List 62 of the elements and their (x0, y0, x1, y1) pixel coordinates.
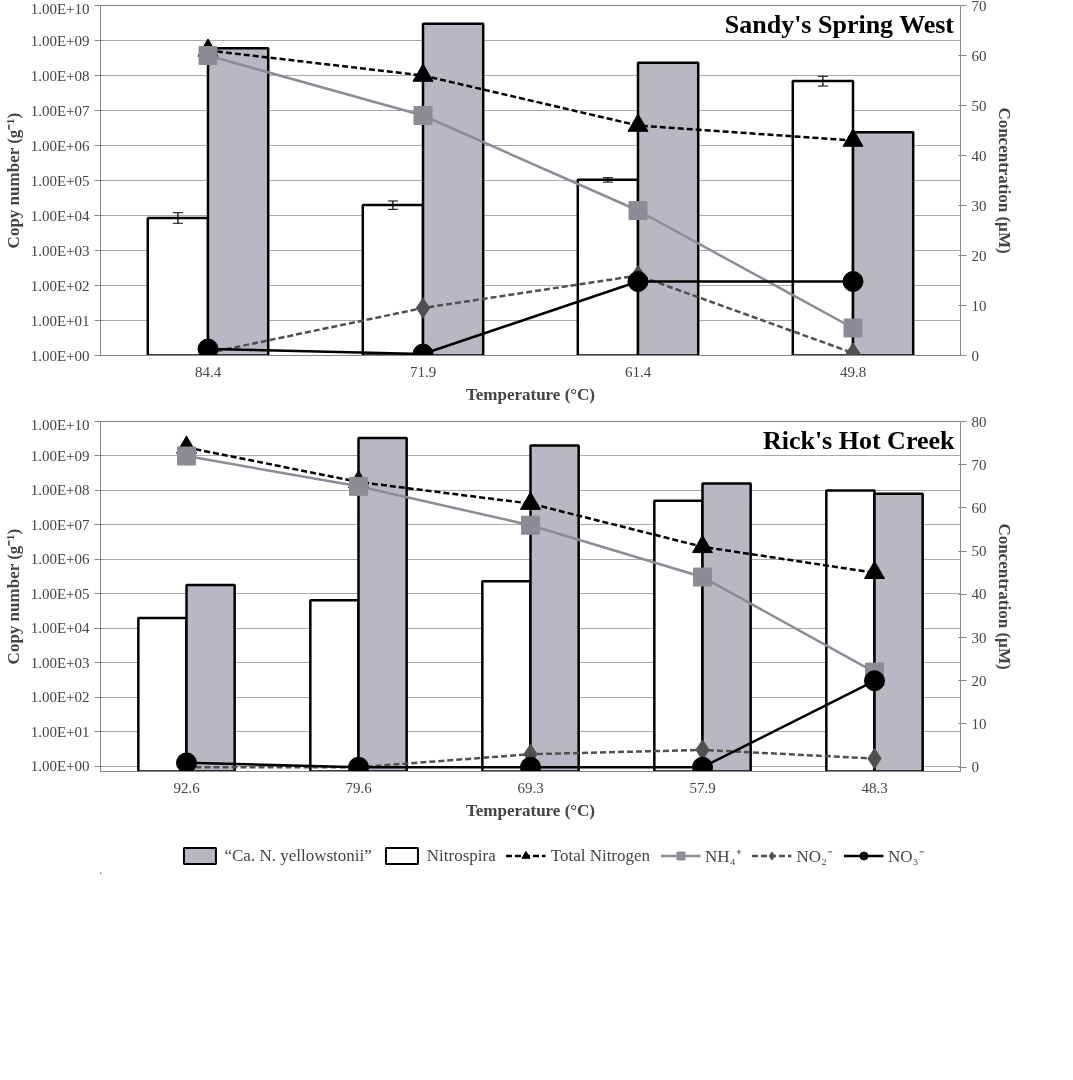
y-tick-label: 1.00E+03 (30, 242, 90, 259)
x-tick-label: 48.3 (861, 779, 888, 796)
y-tick-label: 1.00E+01 (30, 723, 90, 740)
y2-tick-label: 10 (971, 715, 987, 732)
y2-tick-label: 10 (971, 297, 987, 314)
y-axis-title: Copy number (g⁻¹) (3, 528, 23, 665)
y-tick-label: 1.00E+08 (30, 482, 90, 499)
x-tick-label: 79.6 (345, 779, 373, 796)
y-tick-label: 1.00E+09 (30, 32, 90, 49)
y-tick-label: 1.00E+02 (30, 689, 90, 706)
y2-tick-label: 40 (971, 147, 987, 164)
y-tick-label: 1.00E+10 (30, 0, 90, 17)
y2-axis-title: Concentration (µM) (994, 107, 1014, 254)
x-axis-title: Temperature (°C) (465, 800, 596, 820)
y2-tick-label: 20 (971, 247, 987, 264)
y-tick-label: 1.00E+06 (30, 551, 90, 568)
y-tick-label: 1.00E+06 (30, 137, 90, 154)
legend-label: NH₄⁺ (705, 845, 742, 867)
y-tick-label: 1.00E+08 (30, 67, 90, 84)
y2-tick-label: 70 (971, 456, 987, 473)
x-tick-label: 61.4 (624, 363, 652, 380)
y-tick-label: 1.00E+07 (30, 102, 90, 119)
x-tick-label: 71.9 (409, 363, 437, 380)
y-tick-label: 1.00E+07 (30, 516, 90, 533)
x-axis-title: Temperature (°C) (465, 384, 596, 404)
legend-label: NO₃⁻ (888, 845, 925, 867)
y2-tick-label: 50 (971, 97, 987, 114)
y2-tick-label: 20 (971, 672, 987, 689)
y-tick-label: 1.00E+05 (30, 172, 90, 189)
y2-tick-label: 40 (971, 586, 987, 603)
legend-label: Nitrospira (426, 845, 496, 865)
y2-tick-label: 80 (971, 413, 987, 430)
x-tick-label: 57.9 (689, 779, 716, 796)
y2-tick-label: 60 (971, 47, 987, 64)
chart-title: Sandy's Spring West (724, 9, 955, 39)
y-tick-label: 1.00E+01 (30, 312, 90, 329)
y-tick-label: 1.00E+05 (30, 585, 90, 602)
x-tick-label: 92.6 (173, 779, 201, 796)
y2-tick-label: 30 (971, 197, 987, 214)
y-tick-label: 1.00E+09 (30, 447, 90, 464)
x-tick-label: 84.4 (194, 363, 222, 380)
y-tick-label: 1.00E+02 (30, 277, 90, 294)
y-tick-label: 1.00E+04 (30, 620, 90, 637)
y2-tick-label: 0 (971, 759, 979, 776)
y2-axis-title: Concentration (µM) (994, 523, 1014, 670)
legend-label: Total Nitrogen (550, 845, 651, 865)
y-axis-title: Copy number (g⁻¹) (3, 112, 23, 249)
legend-label: NO₂⁻ (796, 845, 834, 867)
y2-tick-label: 30 (971, 629, 987, 646)
y-tick-label: 1.00E+03 (30, 654, 90, 671)
y2-tick-label: 50 (971, 543, 987, 560)
y-tick-label: 1.00E+04 (30, 207, 90, 224)
y-tick-label: 1.00E+10 (30, 416, 90, 433)
y-tick-label: 1.00E+00 (30, 758, 90, 775)
y2-tick-label: 70 (971, 0, 987, 14)
y-tick-label: 1.00E+00 (30, 347, 90, 364)
chart-title: Rick's Hot Creek (762, 425, 956, 455)
y2-tick-label: 0 (971, 347, 979, 364)
x-tick-label: 49.8 (839, 363, 867, 380)
y2-tick-label: 60 (971, 499, 987, 516)
x-tick-label: 69.3 (517, 779, 544, 796)
legend-label: “Ca. N. yellowstonii” (224, 845, 372, 865)
